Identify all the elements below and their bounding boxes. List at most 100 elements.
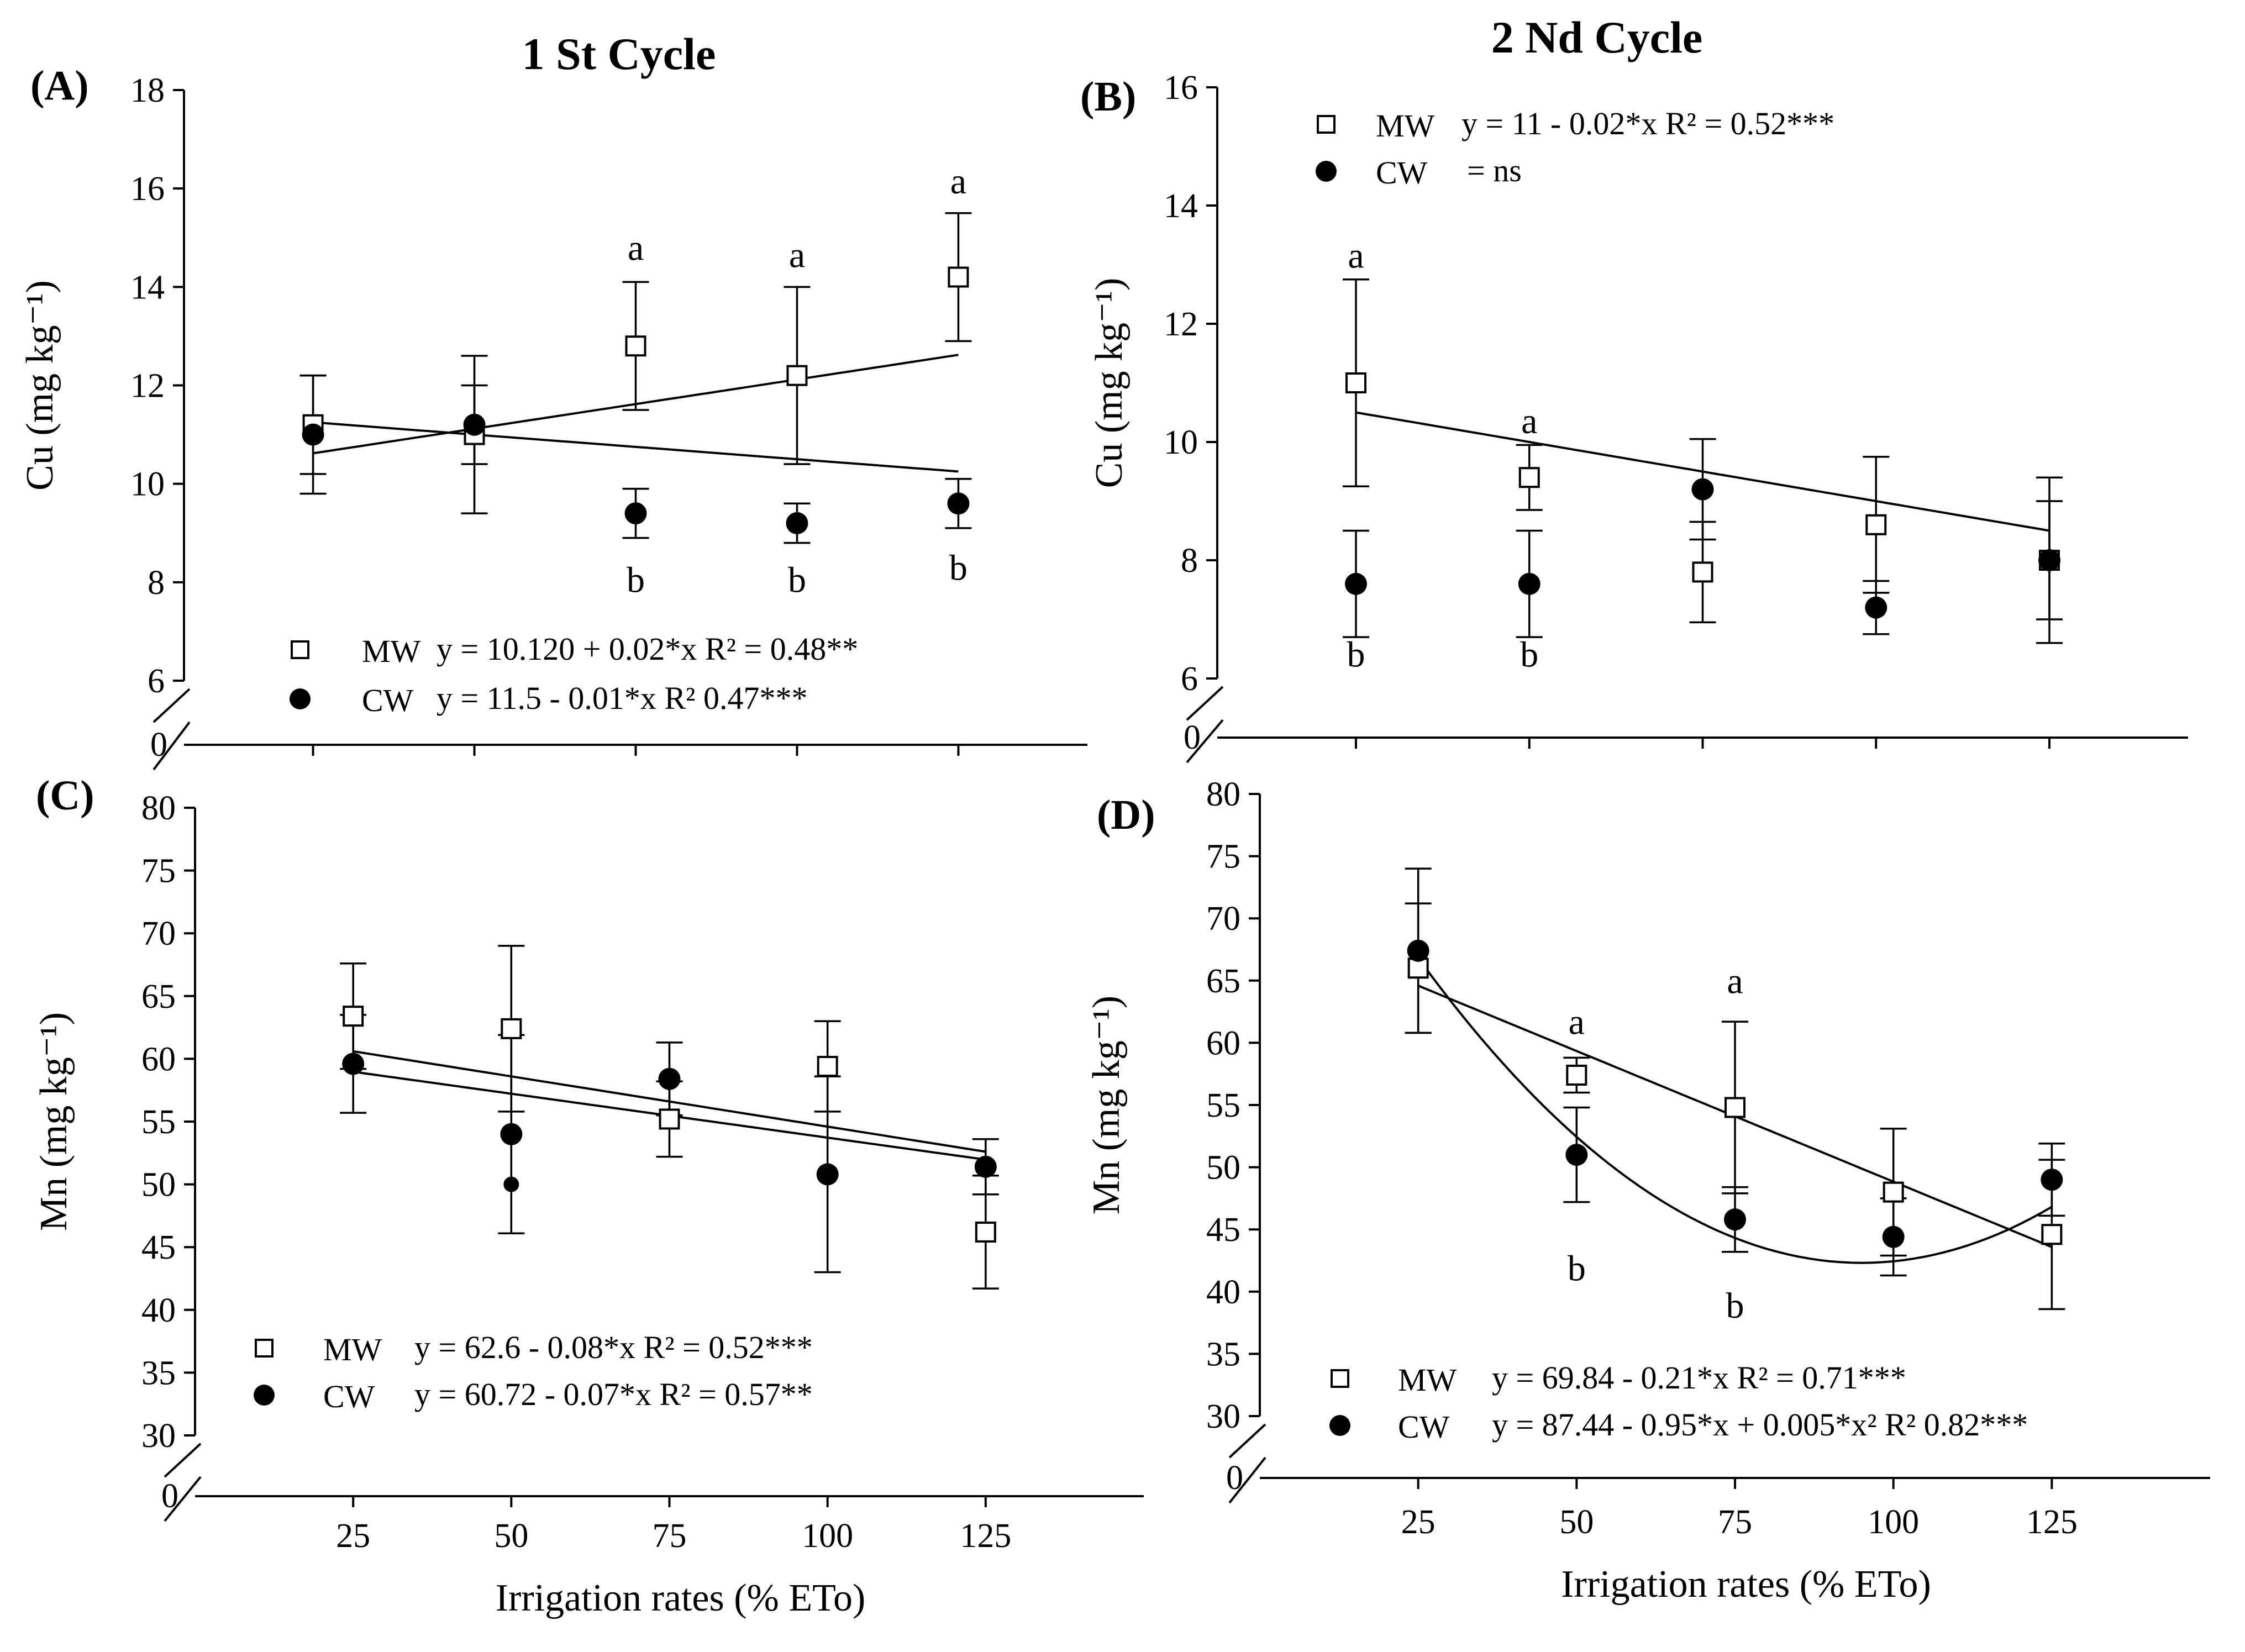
point-mw bbox=[1407, 957, 1429, 979]
y-tick-label: 30 bbox=[1206, 1398, 1240, 1435]
legend-symbol-cw bbox=[290, 688, 311, 709]
axis-break-mark bbox=[164, 1476, 202, 1522]
axis-break-mark bbox=[1228, 1456, 1266, 1504]
point-cw bbox=[302, 423, 324, 446]
significance-letter: b bbox=[788, 560, 806, 601]
legend-label-mw: MW bbox=[362, 633, 421, 669]
y-tick-label: 30 bbox=[141, 1417, 176, 1455]
y-tick-label: 16 bbox=[130, 170, 165, 208]
axis-break-mark bbox=[1228, 1423, 1266, 1459]
point-cw bbox=[816, 1163, 839, 1186]
y-break-label: 0 bbox=[150, 726, 167, 764]
x-tick-label: 75 bbox=[1718, 1503, 1752, 1541]
point-mw bbox=[1865, 514, 1887, 535]
y-tick-label: 18 bbox=[130, 72, 165, 109]
point-cw bbox=[786, 512, 808, 534]
point-mw bbox=[1725, 1097, 1745, 1118]
point-cw bbox=[1865, 596, 1888, 619]
point-cw bbox=[500, 1123, 523, 1145]
y-axis-label: Cu (mg kg⁻¹) bbox=[19, 280, 61, 491]
point-mw bbox=[1345, 372, 1366, 393]
legend-equation-mw: y = 11 - 0.02*x R² = 0.52*** bbox=[1461, 106, 1834, 141]
y-tick-label: 70 bbox=[1206, 900, 1240, 938]
y-tick-label: 70 bbox=[141, 915, 176, 953]
point-mw bbox=[2041, 1224, 2063, 1245]
y-break-label: 0 bbox=[1226, 1459, 1243, 1497]
significance-letter: b bbox=[1520, 635, 1538, 675]
point-cw bbox=[1518, 572, 1541, 595]
significance-letter: b bbox=[627, 560, 645, 601]
y-tick-label: 55 bbox=[141, 1103, 176, 1141]
point-mw bbox=[1692, 561, 1713, 583]
axis-break-mark bbox=[1186, 719, 1224, 764]
point-cw bbox=[947, 492, 970, 515]
y-tick-label: 45 bbox=[141, 1229, 176, 1266]
x-tick-label: 125 bbox=[960, 1517, 1011, 1555]
point-mw bbox=[1883, 1181, 1904, 1203]
point-mw bbox=[625, 335, 646, 357]
point-mw bbox=[1518, 467, 1540, 488]
legend-equation-mw: y = 62.6 - 0.08*x R² = 0.52*** bbox=[414, 1329, 813, 1365]
y-tick-label: 12 bbox=[130, 367, 165, 405]
significance-letter: a bbox=[1727, 961, 1743, 1001]
panel-a-cu-cycle-1: 0 6 8 10 12 14 16 18 Cu (mg kg⁻¹) (A) a a a b b b MW y = … bbox=[19, 62, 1087, 771]
x-tick-label: 25 bbox=[336, 1517, 370, 1555]
legend-symbol-mw bbox=[291, 640, 309, 659]
y-tick-label: 40 bbox=[141, 1292, 176, 1329]
cycle-2-title: 2 Nd Cycle bbox=[1491, 12, 1703, 62]
significance-letter: a bbox=[1569, 1002, 1585, 1043]
point-mw bbox=[975, 1221, 996, 1243]
legend-equation-cw: y = 11.5 - 0.01*x R² 0.47*** bbox=[437, 680, 807, 716]
y-tick-label: 35 bbox=[1206, 1335, 1240, 1373]
y-axis-label: Mn (mg kg⁻¹) bbox=[33, 1012, 75, 1231]
x-tick-label: 50 bbox=[494, 1517, 528, 1555]
y-tick-label: 50 bbox=[1206, 1149, 1240, 1187]
point-cw bbox=[1691, 478, 1714, 501]
legend-equation-cw: y = 60.72 - 0.07*x R² = 0.57** bbox=[414, 1376, 813, 1412]
legend-equation-mw: y = 10.120 + 0.02*x R² = 0.48** bbox=[437, 631, 858, 667]
x-tick-label: 75 bbox=[653, 1517, 687, 1555]
point-cw bbox=[2041, 1169, 2063, 1191]
y-axis-label: Mn (mg kg⁻¹) bbox=[1085, 996, 1128, 1214]
y-tick-label: 10 bbox=[1164, 424, 1198, 461]
x-tick-label: 100 bbox=[802, 1517, 853, 1555]
point-cw bbox=[463, 413, 486, 436]
point-cw bbox=[1345, 572, 1367, 595]
legend-label-mw: MW bbox=[1376, 108, 1435, 144]
point-mw bbox=[501, 1018, 522, 1039]
y-tick-label: 35 bbox=[141, 1354, 176, 1392]
legend-label-cw: CW bbox=[1376, 155, 1428, 191]
x-tick-label: 125 bbox=[2026, 1503, 2078, 1541]
y-tick-label: 10 bbox=[130, 466, 165, 503]
point-cw bbox=[658, 1067, 681, 1090]
legend-label-cw: CW bbox=[362, 682, 414, 718]
significance-letter: a bbox=[950, 161, 966, 202]
significance-letter: a bbox=[628, 228, 644, 268]
legend-symbol-mw bbox=[255, 1339, 274, 1358]
point-cw bbox=[1407, 939, 1429, 962]
panel-label: (B) bbox=[1080, 73, 1136, 120]
y-tick-label: 80 bbox=[141, 790, 176, 827]
axis-break-mark bbox=[1186, 686, 1224, 721]
legend-symbol-mw bbox=[1317, 115, 1336, 134]
y-tick-label: 60 bbox=[141, 1040, 176, 1078]
legend-label-cw: CW bbox=[1398, 1409, 1450, 1445]
legend-equation-mw: y = 69.84 - 0.21*x R² = 0.71*** bbox=[1492, 1360, 1906, 1396]
point-cw bbox=[1882, 1225, 1905, 1248]
point-cw bbox=[1724, 1208, 1746, 1231]
legend-symbol-cw bbox=[1316, 161, 1337, 182]
y-tick-label: 55 bbox=[1206, 1087, 1240, 1124]
point-cw bbox=[974, 1155, 997, 1178]
significance-letter: a bbox=[1348, 235, 1364, 276]
significance-letter: b bbox=[1347, 635, 1365, 675]
panel-label: (D) bbox=[1097, 792, 1155, 838]
y-tick-label: 6 bbox=[1181, 660, 1198, 698]
panel-label: (C) bbox=[36, 772, 94, 819]
y-tick-label: 14 bbox=[1164, 187, 1198, 225]
point-mw bbox=[343, 1006, 364, 1027]
point-mw bbox=[659, 1108, 680, 1130]
significance-letter: a bbox=[789, 235, 805, 276]
x-axis-label: Irrigation rates (% ETo) bbox=[1561, 1563, 1931, 1606]
y-tick-label: 8 bbox=[148, 564, 165, 602]
fit-line-cw bbox=[313, 421, 959, 473]
